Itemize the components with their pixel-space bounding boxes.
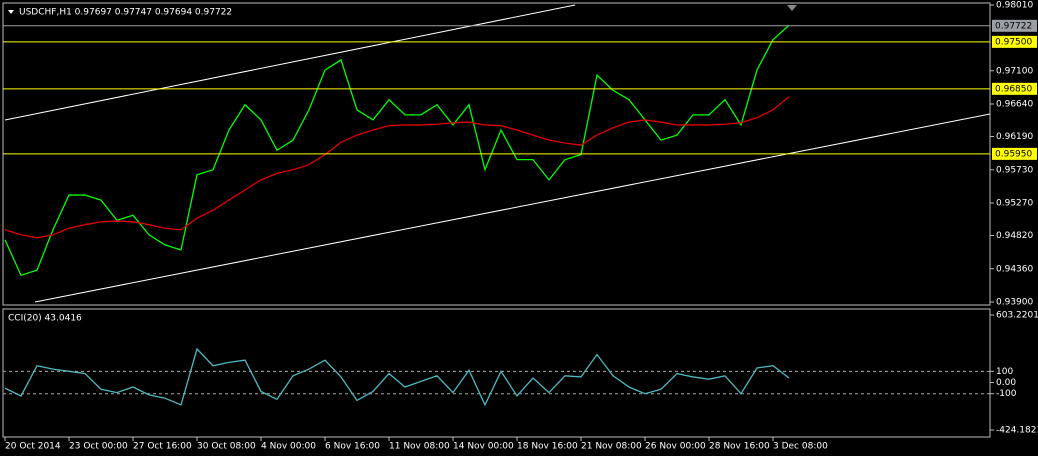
series-line <box>4 24 790 277</box>
y-tick-label: 603.2201 <box>996 311 1038 321</box>
y-tick-label: 0.96190 <box>996 132 1033 142</box>
x-tick-label: 18 Nov 16:00 <box>517 442 578 452</box>
cci-title: CCI(20) 43.0416 <box>8 314 82 324</box>
y-tick-label: 0.97100 <box>996 66 1033 76</box>
y-tick-label: 100 <box>996 367 1013 377</box>
y-tick-label: -100 <box>996 389 1017 399</box>
price-label-box <box>992 19 1037 32</box>
price-label: 0.95950 <box>995 149 1032 159</box>
x-tick-label: 4 Nov 00:00 <box>261 442 316 452</box>
price-label-box <box>992 82 1037 95</box>
series-line <box>4 347 790 407</box>
x-tick-label: 20 Oct 2014 <box>5 442 61 452</box>
channel-lower <box>34 113 991 303</box>
price-label: 0.97500 <box>995 37 1032 47</box>
chart-title: USDCHF,H1 0.97697 0.97747 0.97694 0.9772… <box>19 8 232 18</box>
x-tick-label: 23 Oct 00:00 <box>69 442 128 452</box>
price-label: 0.96850 <box>995 84 1032 94</box>
x-tick-label: 14 Nov 00:00 <box>453 442 514 452</box>
x-tick-label: 26 Nov 00:00 <box>645 442 706 452</box>
series-line <box>4 96 790 239</box>
channel-upper <box>4 4 576 121</box>
x-tick-label: 21 Nov 08:00 <box>581 442 642 452</box>
y-tick-label: 0.93900 <box>996 298 1033 308</box>
y-tick-label: -424.1821 <box>996 426 1038 436</box>
y-tick-label: 0.00 <box>996 378 1016 388</box>
price-label: 0.97722 <box>995 21 1032 31</box>
y-tick-label: 0.94360 <box>996 264 1033 274</box>
shift-marker <box>787 5 797 11</box>
y-tick-label: 0.94820 <box>996 231 1033 241</box>
x-tick-label: 27 Oct 16:00 <box>133 442 192 452</box>
price-label-box <box>992 35 1037 48</box>
x-tick-label: 6 Nov 16:00 <box>325 442 380 452</box>
menu-arrow <box>8 10 14 14</box>
cci-panel-frame <box>2 308 991 438</box>
y-tick-label: 0.95270 <box>996 199 1033 209</box>
x-tick-label: 11 Nov 08:00 <box>389 442 450 452</box>
y-tick-label: 0.96640 <box>996 100 1033 110</box>
x-tick-label: 30 Oct 08:00 <box>197 442 256 452</box>
y-tick-label: 0.98010 <box>996 1 1033 11</box>
x-tick-label: 3 Dec 08:00 <box>773 442 828 452</box>
x-tick-label: 28 Nov 16:00 <box>709 442 770 452</box>
price-label-box <box>992 147 1037 160</box>
y-tick-label: 0.95730 <box>996 165 1033 175</box>
